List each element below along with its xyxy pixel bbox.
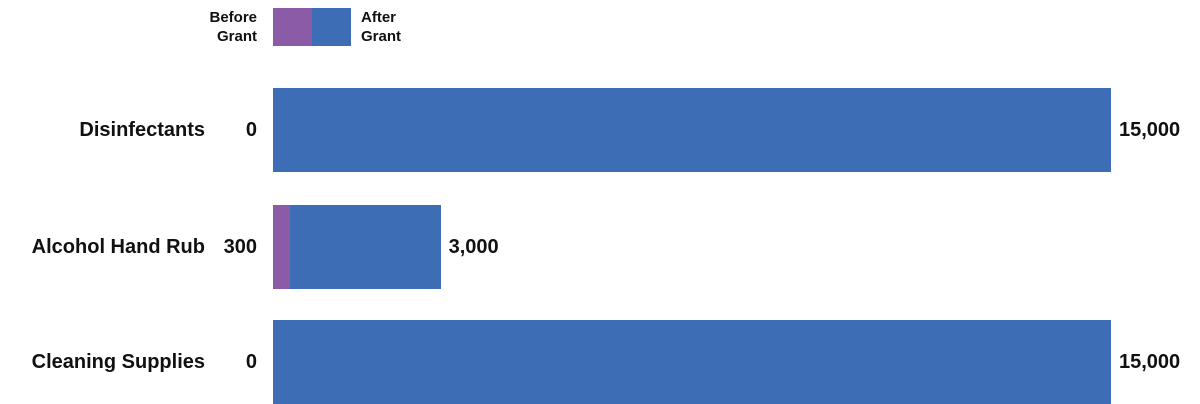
before-value-label: 300 (223, 236, 257, 258)
after-value-label: 15,000 (1119, 119, 1181, 141)
category-label: Disinfectants (79, 119, 205, 141)
legend-label: Before Grant (209, 9, 257, 45)
category-label: Alcohol Hand Rub (31, 236, 205, 258)
bar-after (273, 88, 1111, 172)
legend-label: After Grant (361, 9, 402, 45)
before-value-label: 0 (245, 351, 257, 373)
bar-after (273, 320, 1111, 404)
before-value-label: 0 (245, 119, 257, 141)
category-label: Cleaning Supplies (31, 351, 205, 373)
legend-swatch (312, 8, 351, 46)
bar-after (273, 205, 441, 289)
bar-before (273, 205, 290, 289)
legend-swatch (273, 8, 312, 46)
after-value-label: 3,000 (448, 236, 499, 258)
after-value-label: 15,000 (1119, 351, 1181, 373)
